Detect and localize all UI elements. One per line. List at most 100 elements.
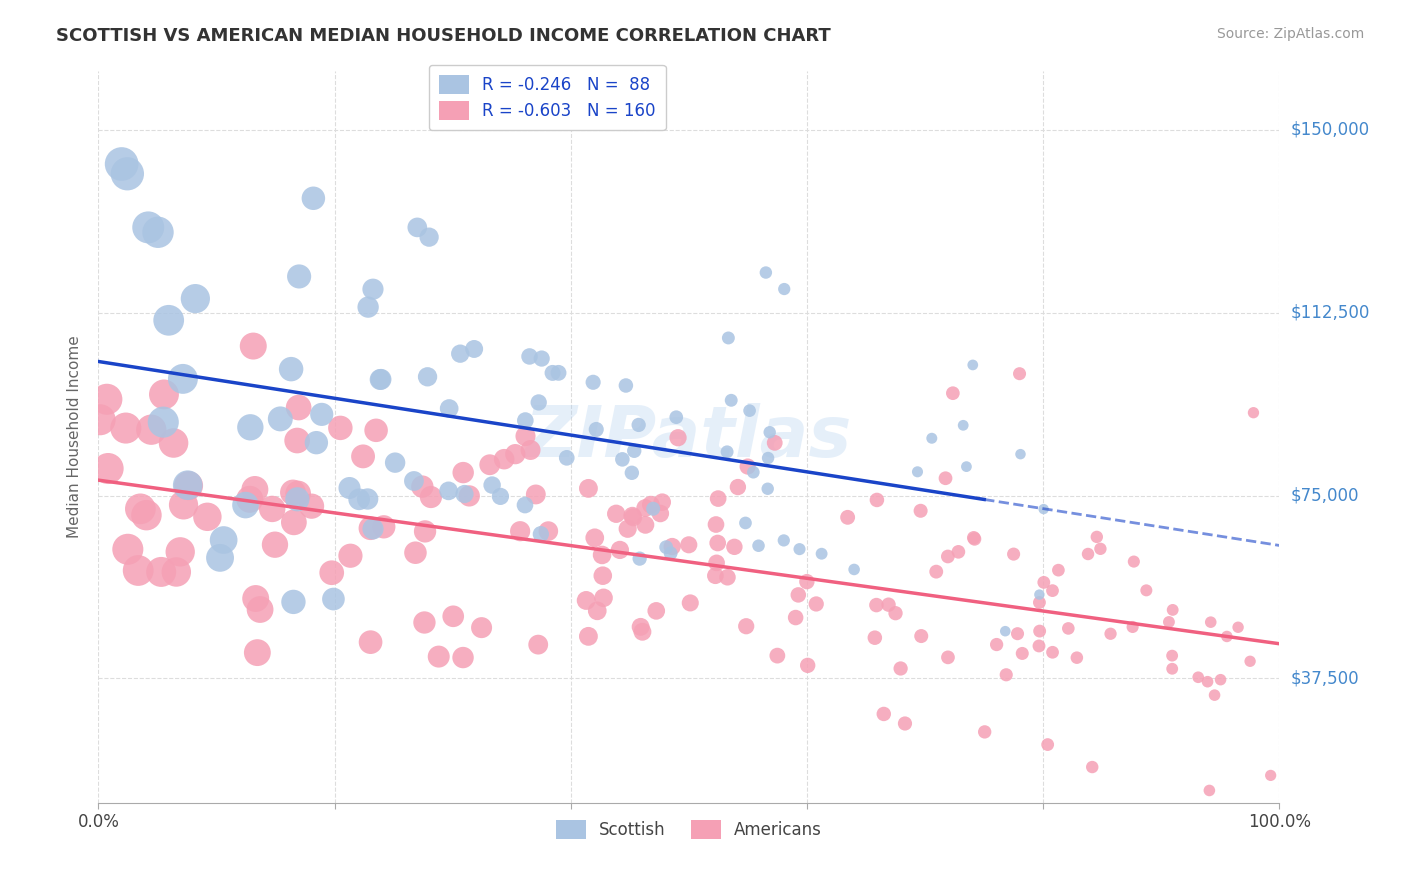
- Scottish: [184, 292, 207, 306]
- Scottish: [773, 282, 796, 296]
- Americans: [621, 510, 644, 524]
- Americans: [787, 588, 810, 602]
- Americans: [329, 421, 352, 435]
- Scottish: [756, 450, 779, 465]
- Scottish: [955, 459, 977, 474]
- Scottish: [406, 220, 429, 235]
- Scottish: [738, 403, 761, 417]
- Americans: [1197, 674, 1219, 689]
- Americans: [153, 387, 176, 401]
- Americans: [986, 638, 1008, 652]
- Scottish: [269, 412, 291, 426]
- Americans: [114, 421, 136, 435]
- Scottish: [527, 395, 550, 409]
- Scottish: [481, 478, 503, 492]
- Scottish: [789, 542, 811, 557]
- Text: $150,000: $150,000: [1291, 121, 1369, 139]
- Americans: [1042, 583, 1064, 598]
- Americans: [1239, 654, 1261, 668]
- Scottish: [921, 431, 943, 445]
- Americans: [1161, 648, 1184, 663]
- Scottish: [755, 266, 778, 280]
- Scottish: [994, 624, 1017, 639]
- Americans: [1002, 547, 1025, 561]
- Americans: [285, 434, 308, 448]
- Americans: [404, 546, 426, 560]
- Americans: [197, 509, 219, 524]
- Americans: [411, 480, 433, 494]
- Americans: [796, 574, 818, 589]
- Americans: [704, 517, 727, 532]
- Americans: [910, 629, 932, 643]
- Scottish: [172, 372, 194, 386]
- Scottish: [747, 539, 769, 553]
- Americans: [707, 491, 730, 506]
- Americans: [150, 565, 173, 579]
- Scottish: [361, 282, 384, 296]
- Scottish: [136, 220, 159, 235]
- Americans: [1028, 624, 1050, 638]
- Scottish: [356, 491, 378, 506]
- Text: SCOTTISH VS AMERICAN MEDIAN HOUSEHOLD INCOME CORRELATION CHART: SCOTTISH VS AMERICAN MEDIAN HOUSEHOLD IN…: [56, 27, 831, 45]
- Scottish: [665, 410, 688, 425]
- Americans: [631, 624, 654, 639]
- Americans: [634, 517, 657, 532]
- Americans: [1028, 595, 1050, 609]
- Americans: [419, 490, 441, 504]
- Americans: [706, 536, 728, 550]
- Americans: [1243, 406, 1265, 420]
- Americans: [578, 629, 600, 643]
- Americans: [796, 658, 818, 673]
- Scottish: [756, 482, 779, 496]
- Americans: [575, 593, 598, 607]
- Americans: [963, 531, 986, 545]
- Text: Source: ZipAtlas.com: Source: ZipAtlas.com: [1216, 27, 1364, 41]
- Americans: [1036, 738, 1059, 752]
- Americans: [1007, 626, 1029, 640]
- Scottish: [907, 465, 929, 479]
- Americans: [1122, 555, 1144, 569]
- Scottish: [111, 157, 134, 171]
- Americans: [494, 452, 516, 467]
- Scottish: [347, 492, 370, 507]
- Scottish: [311, 408, 333, 422]
- Americans: [723, 540, 745, 554]
- Americans: [1157, 615, 1180, 629]
- Americans: [1227, 620, 1250, 634]
- Americans: [735, 619, 758, 633]
- Americans: [169, 545, 191, 559]
- Scottish: [288, 269, 311, 284]
- Americans: [451, 466, 474, 480]
- Americans: [716, 570, 738, 584]
- Americans: [243, 483, 266, 497]
- Scottish: [519, 350, 541, 364]
- Americans: [925, 565, 948, 579]
- Americans: [264, 538, 287, 552]
- Americans: [173, 498, 195, 512]
- Text: $75,000: $75,000: [1291, 487, 1360, 505]
- Americans: [678, 538, 700, 552]
- Scottish: [437, 483, 460, 498]
- Americans: [283, 516, 305, 530]
- Scottish: [305, 435, 328, 450]
- Americans: [766, 648, 789, 663]
- Americans: [645, 604, 668, 618]
- Legend: Scottish, Americans: Scottish, Americans: [550, 814, 828, 846]
- Scottish: [582, 376, 605, 390]
- Scottish: [402, 474, 425, 488]
- Americans: [366, 423, 388, 437]
- Text: $37,500: $37,500: [1291, 670, 1360, 688]
- Scottish: [952, 418, 974, 433]
- Americans: [515, 429, 537, 443]
- Americans: [246, 646, 269, 660]
- Scottish: [177, 478, 200, 492]
- Scottish: [515, 413, 537, 427]
- Scottish: [339, 481, 361, 495]
- Americans: [413, 524, 436, 539]
- Americans: [865, 598, 887, 612]
- Scottish: [541, 366, 564, 380]
- Americans: [458, 489, 481, 503]
- Scottish: [322, 592, 344, 607]
- Americans: [661, 540, 683, 554]
- Scottish: [449, 346, 471, 360]
